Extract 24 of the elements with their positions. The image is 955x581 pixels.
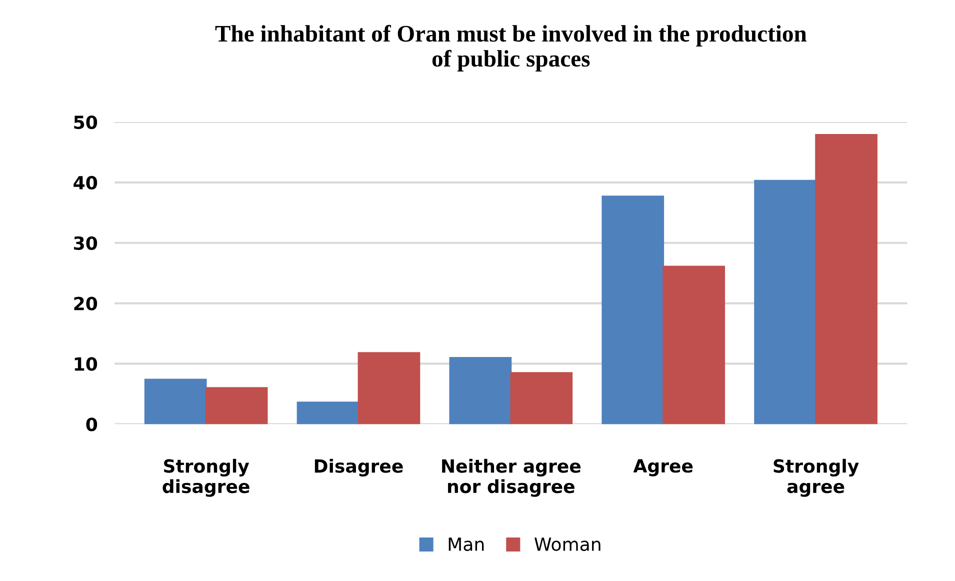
y-tick-label: 20 bbox=[74, 296, 98, 310]
bar bbox=[144, 378, 207, 424]
x-tick-label: Neither agree nor disagree bbox=[442, 458, 581, 497]
bar bbox=[662, 266, 726, 424]
bar bbox=[815, 134, 878, 424]
y-tick-label: 0 bbox=[86, 418, 98, 432]
x-tick-label: Strongly agree bbox=[774, 458, 859, 497]
bar bbox=[296, 402, 360, 424]
x-tick-label: Strongly disagree bbox=[162, 458, 250, 497]
bar bbox=[754, 180, 816, 424]
y-tick-label: 40 bbox=[74, 176, 98, 190]
chart-title: The inhabitant of Oran must be involved in the production of public spaces bbox=[215, 24, 807, 72]
x-tick-label: Disagree bbox=[314, 458, 403, 476]
y-tick-label: 50 bbox=[74, 115, 98, 130]
y-tick-label: 10 bbox=[74, 357, 98, 371]
bar bbox=[510, 372, 573, 424]
bar bbox=[358, 352, 420, 424]
legend-label: Woman bbox=[534, 538, 600, 552]
legend-label: Man bbox=[448, 538, 484, 552]
bar bbox=[602, 196, 664, 424]
bar bbox=[205, 387, 268, 424]
x-tick-label: Agree bbox=[633, 459, 693, 476]
y-tick-label: 30 bbox=[74, 236, 98, 250]
bar bbox=[449, 356, 512, 424]
